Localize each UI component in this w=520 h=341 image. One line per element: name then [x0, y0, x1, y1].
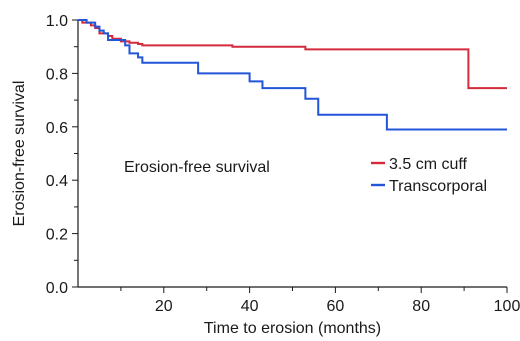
legend: 3.5 cm cuff Transcorporal: [371, 156, 487, 195]
chart-annotation: Erosion-free survival: [124, 159, 270, 176]
y-tick-label: 0.2: [46, 227, 68, 244]
y-axis-title: Erosion-free survival: [11, 81, 28, 227]
y-ticks: 0.0 0.2 0.4 0.6 0.8 1.0: [46, 13, 78, 297]
x-tick-label: 40: [241, 298, 259, 315]
y-tick-label: 0.8: [46, 66, 68, 83]
legend-label: 3.5 cm cuff: [389, 156, 468, 173]
y-tick-label: 0.6: [46, 120, 68, 137]
series-line-2: [78, 19, 507, 131]
y-tick-label: 1.0: [46, 13, 68, 30]
y-tick-label: 0.4: [46, 173, 68, 190]
series-layer: [78, 19, 507, 131]
legend-label: Transcorporal: [389, 178, 487, 195]
x-axis-title: Time to erosion (months): [204, 320, 381, 337]
series-line-1: [78, 19, 507, 90]
x-ticks: 20 40 60 80 100: [120, 287, 520, 315]
x-tick-label: 100: [494, 298, 520, 315]
x-tick-label: 20: [155, 298, 173, 315]
x-tick-label: 80: [412, 298, 430, 315]
x-tick-label: 60: [327, 298, 345, 315]
y-tick-label: 0.0: [46, 280, 68, 297]
